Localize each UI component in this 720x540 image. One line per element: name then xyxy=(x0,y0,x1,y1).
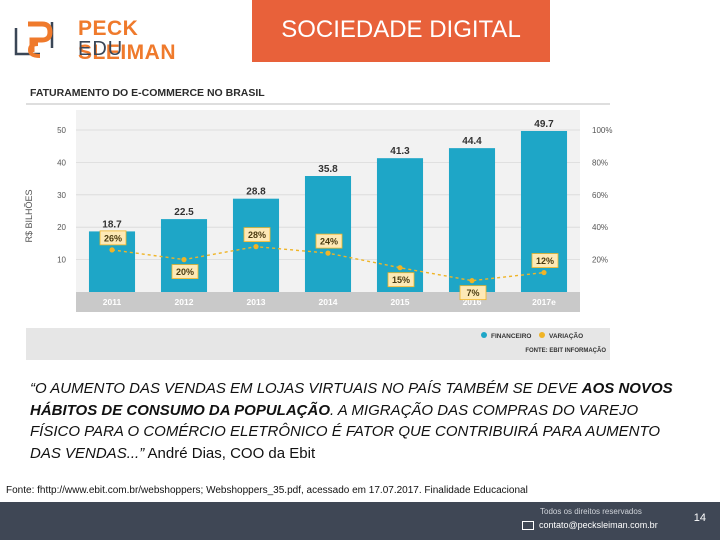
quote-part2: . A MIGRAÇÃO DAS COMPRAS DO VAREJO FÍSIC… xyxy=(30,401,661,462)
y2-tick-label: 60% xyxy=(592,191,608,200)
footer-rights: Todos os direitos reservados xyxy=(540,507,642,516)
logo-mark-icon xyxy=(14,21,54,58)
variation-value-label: 7% xyxy=(466,288,479,298)
envelope-icon xyxy=(522,521,534,531)
variation-label-box xyxy=(459,285,487,301)
footer-email: contato@pecksleiman.com.br xyxy=(522,520,658,531)
variation-value-label: 12% xyxy=(536,256,554,266)
legend-swatch-variacao xyxy=(539,332,545,338)
footer-email-text: contato@pecksleiman.com.br xyxy=(539,520,658,530)
y-tick-label: 30 xyxy=(57,191,66,200)
ecommerce-revenue-chart: FATURAMENTO DO E-COMMERCE NO BRASIL 50 40 3… xyxy=(22,76,614,360)
variation-label-box xyxy=(243,227,271,243)
y2-tick-label: 20% xyxy=(592,256,608,265)
footer: Todos os direitos reservados contato@pec… xyxy=(0,502,720,540)
variation-label-box xyxy=(387,272,415,288)
variation-label-box xyxy=(315,233,343,249)
variation-point xyxy=(325,250,331,256)
bar-value-label: 28.8 xyxy=(246,187,266,198)
variation-point xyxy=(109,247,115,253)
page-title: SOCIEDADE DIGITAL xyxy=(281,16,521,43)
legend-label-variacao: VARIAÇÃO xyxy=(549,331,583,340)
bar xyxy=(160,219,208,292)
x-tick-label: 2017e xyxy=(532,297,556,307)
y-tick-label: 10 xyxy=(57,256,66,265)
x-tick-label: 2014 xyxy=(319,297,338,307)
bar-value-label: 18.7 xyxy=(102,219,122,230)
bar-value-label: 35.8 xyxy=(318,164,338,175)
variation-point xyxy=(541,269,547,276)
variation-value-label: 28% xyxy=(248,230,266,240)
x-tick-label: 2015 xyxy=(391,297,410,307)
legend-band xyxy=(26,328,610,360)
bar xyxy=(448,148,496,292)
logo-sub: EDU xyxy=(78,38,124,60)
x-tick-label: 2016 xyxy=(463,297,482,307)
chart-source: FONTE: EBIT INFORMAÇÃO xyxy=(525,347,606,354)
variation-label-box xyxy=(171,264,199,280)
quote-bold: AOS NOVOS HÁBITOS DE CONSUMO DA POPULAÇÃ… xyxy=(30,380,673,419)
y2-tick-label: 100% xyxy=(592,126,612,135)
y-tick-label: 40 xyxy=(57,158,66,167)
bar xyxy=(376,158,424,292)
variation-value-label: 24% xyxy=(320,237,338,247)
variation-point xyxy=(253,244,259,250)
bar-value-label: 41.3 xyxy=(390,146,410,157)
bar-value-label: 44.4 xyxy=(462,136,482,147)
quote-author: André Dias, COO da Ebit xyxy=(144,444,316,462)
logo: PECK SLEIMAN EDU xyxy=(10,14,220,64)
x-axis-band xyxy=(76,292,580,312)
quote-part1: “O AUMENTO DAS VENDAS EM LOJAS VIRTUAIS … xyxy=(30,380,582,397)
y-tick-label: 20 xyxy=(57,223,66,232)
y2-tick-label: 40% xyxy=(592,223,608,232)
variation-value-label: 15% xyxy=(392,275,410,285)
bar-value-label: 49.7 xyxy=(534,119,554,130)
variation-label-box xyxy=(531,253,559,268)
header-banner: SOCIEDADE DIGITAL xyxy=(252,0,550,62)
logo-name: PECK SLEIMAN xyxy=(78,17,176,64)
variation-point xyxy=(397,265,403,271)
x-tick-label: 2013 xyxy=(247,297,266,307)
variation-value-label: 20% xyxy=(176,267,194,277)
y-tick-label: 50 xyxy=(57,126,66,135)
legend-label-financeiro: FINANCEIRO xyxy=(491,333,531,340)
variation-point xyxy=(181,257,187,263)
source-note: Fonte: fhttp://www.ebit.com.br/webshoppe… xyxy=(6,485,528,496)
variation-point xyxy=(469,278,475,284)
x-tick-label: 2012 xyxy=(175,297,194,307)
legend-swatch-financeiro xyxy=(481,332,487,338)
variation-label-box xyxy=(99,230,127,246)
y2-tick-label: 80% xyxy=(592,158,608,167)
variation-value-label: 26% xyxy=(104,233,122,243)
y-axis-label: R$ BILHÕES xyxy=(24,189,34,242)
quote: “O AUMENTO DAS VENDAS EM LOJAS VIRTUAIS … xyxy=(30,378,690,464)
chart-title: FATURAMENTO DO E-COMMERCE NO BRASIL xyxy=(30,87,265,99)
x-tick-label: 2011 xyxy=(103,297,122,307)
page-number: 14 xyxy=(693,512,706,524)
bar-value-label: 22.5 xyxy=(174,207,194,218)
